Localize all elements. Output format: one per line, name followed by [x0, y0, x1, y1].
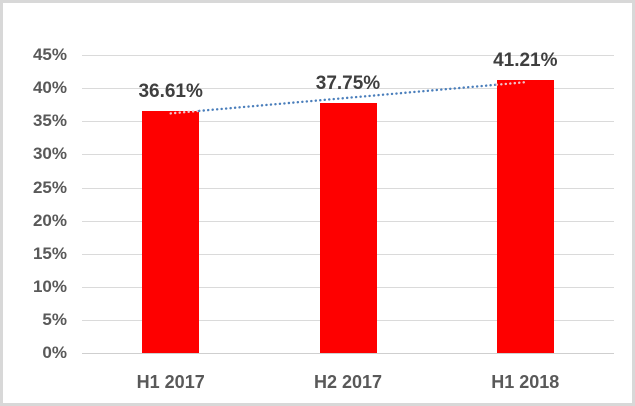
bar-h2-2017 — [319, 103, 377, 353]
y-axis-tick-label: 20% — [32, 210, 67, 230]
y-axis-tick-label: 45% — [32, 45, 67, 65]
y-axis-tick-label: 30% — [32, 144, 67, 164]
y-axis-tick-label: 35% — [32, 111, 67, 131]
bar-data-label: 36.61% — [138, 80, 203, 102]
x-axis-label: H1 2018 — [491, 372, 560, 392]
y-axis-tick-label: 25% — [32, 177, 67, 197]
y-axis-tick-label: 40% — [32, 78, 67, 98]
x-axis-line — [82, 353, 614, 354]
bar-data-label: 41.21% — [493, 50, 558, 72]
y-axis-tick-label: 5% — [42, 309, 67, 329]
y-axis-tick-label: 15% — [32, 243, 67, 263]
y-axis-tick-label: 0% — [42, 343, 67, 362]
plot-area: 0% 5% 10% 15% 20% 25% 30% 35% 40% 45% 36.61% H1 201… — [3, 3, 632, 403]
gridline — [82, 55, 614, 57]
bar-h1-2018 — [496, 80, 554, 353]
bar-data-label: 37.75% — [315, 73, 381, 95]
x-axis-label: H1 2017 — [136, 372, 205, 392]
y-axis-tick-label: 10% — [32, 276, 67, 296]
x-axis-label: H2 2017 — [313, 372, 383, 392]
bar-h1-2017 — [142, 110, 200, 353]
